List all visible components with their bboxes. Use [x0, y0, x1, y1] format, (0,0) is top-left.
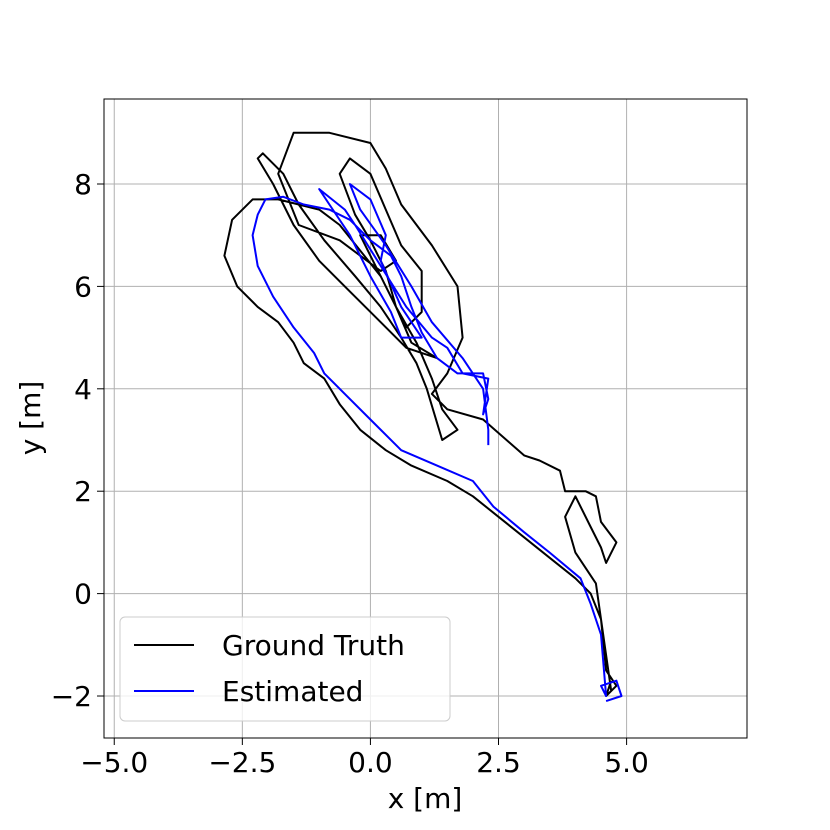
y-tick-label: −2	[51, 680, 92, 713]
y-tick-label: 8	[74, 168, 92, 201]
legend-label: Estimated	[222, 675, 363, 708]
trajectory	[223, 131, 618, 697]
y-axis-label: y [m]	[14, 381, 47, 456]
x-tick-label: 0.0	[348, 746, 393, 779]
y-tick-label: 0	[74, 578, 92, 611]
plot-frame	[103, 98, 748, 739]
x-tick-label: −5.0	[80, 746, 148, 779]
trajectory	[251, 183, 623, 703]
y-tick-label: 2	[74, 475, 92, 508]
x-axis-label: x [m]	[388, 782, 463, 815]
x-tick-label: −2.5	[208, 746, 276, 779]
x-tick-label: 2.5	[476, 746, 521, 779]
legend-box	[119, 616, 451, 722]
y-tick-label: 6	[74, 270, 92, 303]
x-tick-label: 5.0	[604, 746, 649, 779]
legend-label: Ground Truth	[222, 629, 405, 662]
y-tick-label: 4	[74, 373, 92, 406]
